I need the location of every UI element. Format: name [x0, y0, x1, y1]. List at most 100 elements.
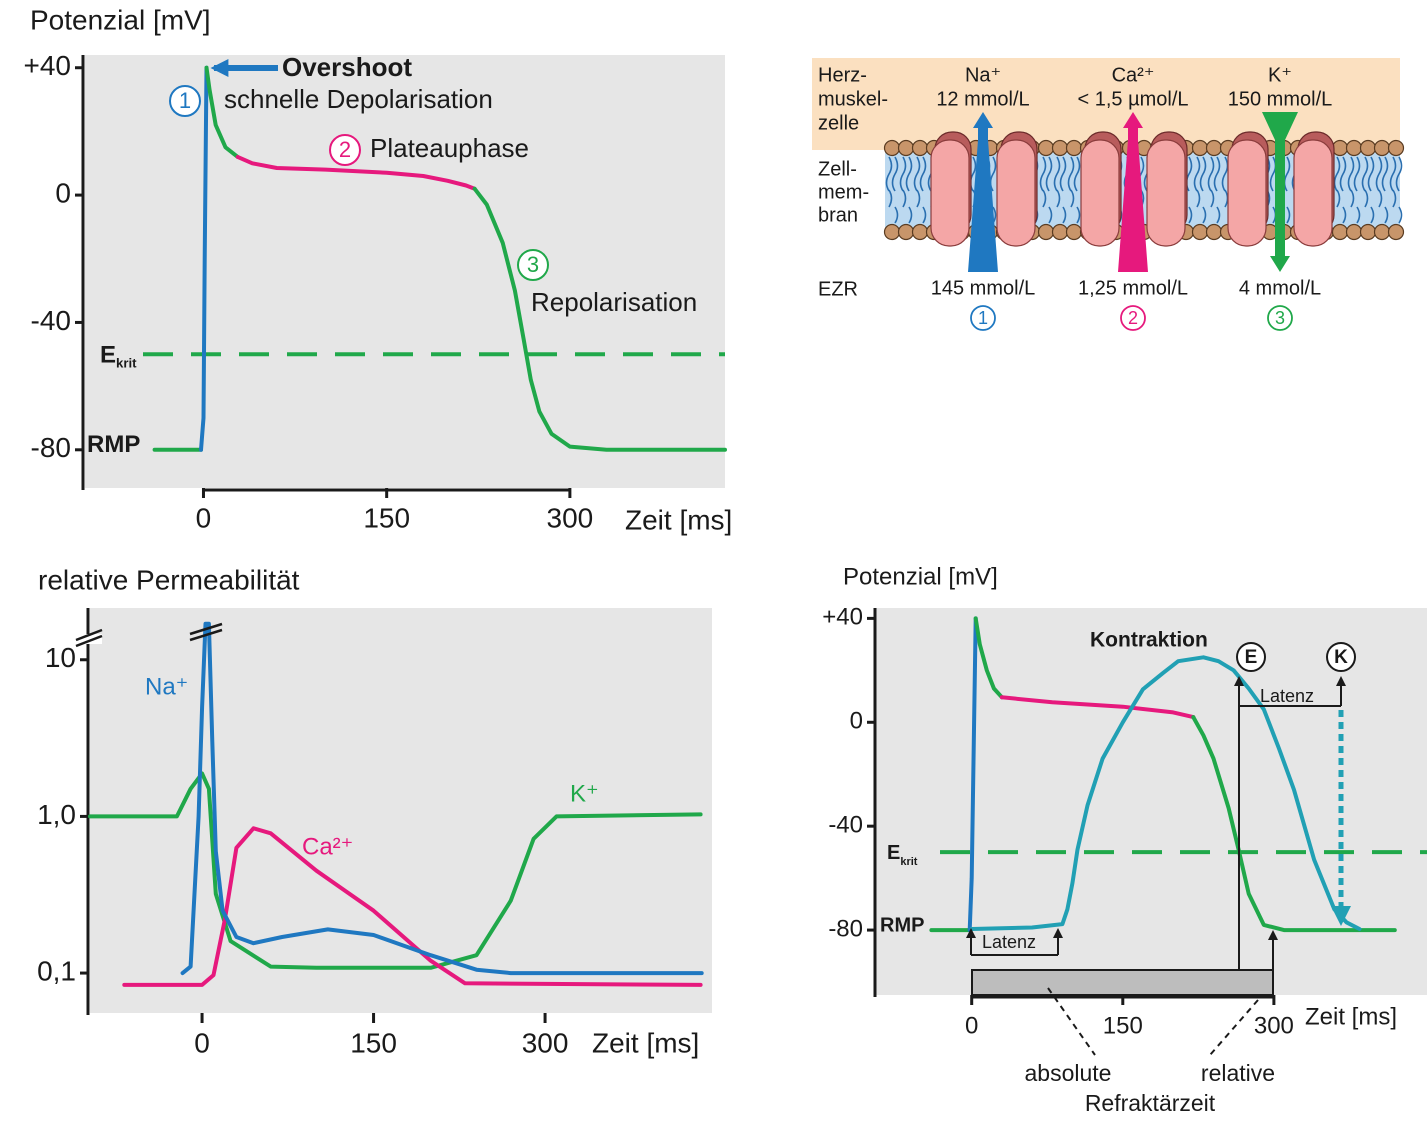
- y-tick-label: 0: [850, 708, 863, 735]
- y-tick-label: 0: [55, 177, 71, 208]
- x-tick-label: 150: [363, 502, 410, 533]
- plot-area: [90, 608, 712, 1013]
- series-label: Na⁺: [145, 673, 188, 700]
- membrane-diagram: Na⁺12 mmol/L 145 mmol/L 1 Ca²⁺< 1,5 µmol/L 1…: [812, 58, 1405, 331]
- lipid-head: [1331, 223, 1349, 241]
- rest-label: RMP: [87, 431, 140, 458]
- series-line: [180, 621, 704, 976]
- series-line: [88, 771, 703, 970]
- x-tick-label: 150: [350, 1027, 397, 1058]
- channel-subunit: [1080, 139, 1120, 247]
- annotation: 1: [179, 88, 191, 113]
- number-circle: [1120, 305, 1146, 331]
- series-line: [204, 65, 240, 159]
- lipid-tail: [1207, 156, 1221, 224]
- channel-subunit: [930, 139, 970, 247]
- annotation: Refraktärzeit: [1085, 1090, 1216, 1116]
- annotations: Potenzial [mV] Zeit [ms] Overshoot 1 sch…: [30, 4, 1397, 1116]
- threshold-label: E: [887, 842, 900, 864]
- outside-concentration: 145 mmol/L: [931, 277, 1036, 299]
- lipid-head: [883, 223, 901, 241]
- lipid-head: [1065, 139, 1083, 157]
- lipid-head: [1345, 223, 1363, 241]
- x-tick-label: 300: [1254, 1012, 1294, 1039]
- lipid-tail: [1389, 156, 1403, 224]
- lipid-head: [883, 139, 901, 157]
- x-axis-title: Zeit [ms]: [1305, 1003, 1397, 1030]
- x-tick-label: 0: [194, 1027, 210, 1058]
- lipid-tail: [1333, 156, 1347, 224]
- lipid-head: [1191, 139, 1209, 157]
- threshold-label: Ekrit: [100, 342, 137, 371]
- channel-subunit: [996, 139, 1036, 247]
- lipid-head: [897, 223, 915, 241]
- plot-area: [85, 55, 725, 488]
- threshold-subscript: krit: [116, 356, 137, 371]
- outside-concentration: 4 mmol/L: [1239, 277, 1321, 299]
- lipid-tail: [899, 156, 913, 224]
- annotation: Latenz: [1260, 686, 1314, 706]
- ion-name: Na⁺: [965, 64, 1001, 86]
- y-tick-label: -40: [31, 305, 71, 336]
- annotation: Latenz: [982, 932, 1036, 952]
- threshold-subscript: krit: [900, 856, 917, 868]
- outside-concentration: 1,25 mmol/L: [1078, 277, 1188, 299]
- annotation: K: [1334, 647, 1348, 668]
- series-line: [199, 65, 209, 452]
- annotation: E: [1245, 647, 1258, 668]
- annotation: absolute: [1025, 1060, 1112, 1086]
- lipid-tail: [1053, 156, 1067, 224]
- number-circle: [329, 134, 361, 166]
- lipid-tail: [1375, 156, 1389, 224]
- lipid-tail: [1361, 156, 1375, 224]
- lipid-head: [1205, 139, 1223, 157]
- lipid-tail: [913, 156, 927, 224]
- threshold-label: Ekrit: [887, 842, 918, 868]
- series-line: [472, 186, 727, 452]
- y-axis-title: Potenzial [mV]: [30, 4, 211, 35]
- ion-flux-arrow: [1262, 112, 1298, 272]
- mark-circle: [1236, 642, 1266, 672]
- y-tick-label: +40: [24, 50, 72, 81]
- x-axis-title: Zeit [ms]: [625, 504, 732, 535]
- number-circle: [1267, 305, 1293, 331]
- lipid-tail: [1067, 156, 1081, 224]
- y-tick-label: 10: [45, 642, 76, 673]
- lipid-head: [1065, 223, 1083, 241]
- axis-break: [75, 622, 223, 648]
- number-circle: [517, 249, 549, 281]
- number-circle: [169, 85, 201, 117]
- annotation: Repolarisation: [531, 287, 697, 317]
- y-tick-label: 1,0: [37, 799, 76, 830]
- lipid-head: [1345, 139, 1363, 157]
- lipid-head: [1331, 139, 1349, 157]
- x-tick-label: 0: [196, 502, 212, 533]
- compartment-label: bran: [818, 204, 858, 226]
- threshold-label: E: [100, 342, 116, 369]
- lipid-head: [1373, 139, 1391, 157]
- number-circle: [970, 305, 996, 331]
- y-tick-label: -80: [828, 915, 863, 942]
- lipid-head: [1373, 223, 1391, 241]
- y-tick-label: -40: [828, 812, 863, 839]
- series-line: [973, 616, 1004, 700]
- compartment-label: Herz-: [818, 64, 867, 86]
- annotation: schnelle Depolarisation: [224, 84, 493, 114]
- mark-circle: [1326, 642, 1356, 672]
- ion-flux-arrow: [968, 112, 998, 272]
- rest-label: RMP: [880, 914, 924, 936]
- series-line: [969, 655, 1362, 931]
- lipid-head: [1037, 223, 1055, 241]
- y-axis-title: relative Permeabilität: [38, 564, 300, 595]
- y-tick-label: +40: [822, 604, 863, 631]
- annotation: Plateauphase: [370, 133, 529, 163]
- y-tick-label: 0,1: [37, 955, 76, 986]
- lipid-tail: [885, 156, 899, 224]
- compartment-label: mem-: [818, 181, 869, 203]
- lipid-head: [1205, 223, 1223, 241]
- series-label: K⁺: [570, 780, 599, 807]
- compartment-label: Zell-: [818, 158, 857, 180]
- annotation: Kontraktion: [1090, 629, 1208, 652]
